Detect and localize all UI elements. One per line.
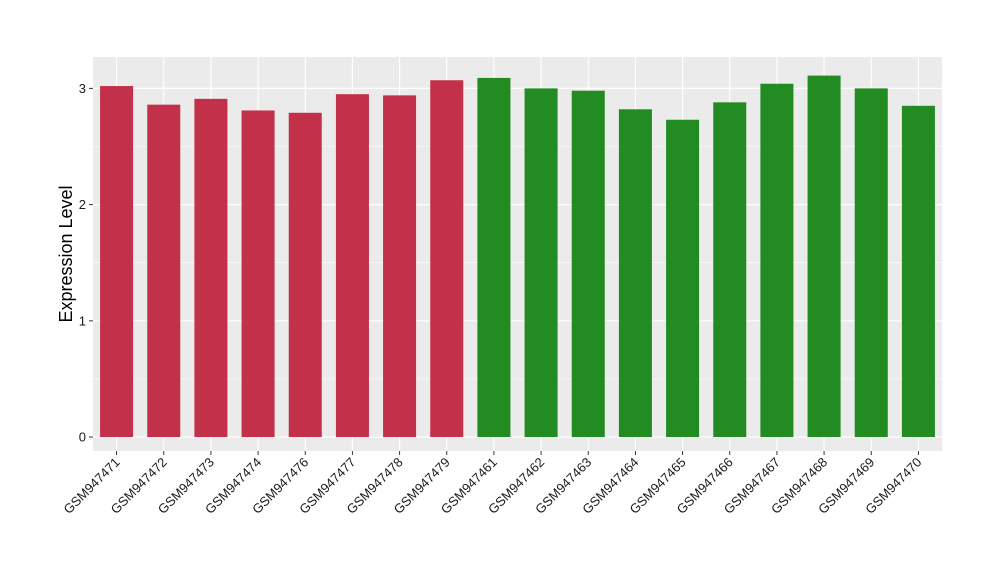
bar-gsm947465 — [666, 119, 700, 438]
plot-panel — [93, 57, 942, 451]
bar-gsm947462 — [524, 88, 558, 438]
bar-gsm947461 — [477, 77, 511, 438]
bar-gsm947467 — [760, 83, 794, 438]
bar-gsm947469 — [854, 88, 888, 438]
bar-gsm947470 — [901, 105, 935, 438]
bar-gsm947464 — [618, 109, 652, 438]
bar-gsm947466 — [713, 102, 747, 438]
bar-gsm947471 — [100, 86, 134, 438]
bar-gsm947478 — [383, 95, 417, 438]
y-axis: 0 1 2 3 — [79, 81, 93, 445]
y-tick-label: 0 — [79, 430, 86, 445]
bar-gsm947468 — [807, 75, 841, 438]
minor-gridlines — [93, 146, 942, 380]
y-axis-title: Expression Level — [56, 185, 76, 322]
y-tick-label: 2 — [79, 197, 86, 212]
bars — [100, 75, 935, 438]
bar-gsm947472 — [147, 104, 181, 438]
x-axis: GSM947471GSM947472GSM947473GSM947474GSM9… — [60, 451, 925, 517]
bar-gsm947473 — [194, 98, 228, 438]
bar-gsm947476 — [288, 112, 322, 438]
bar-gsm947474 — [241, 110, 275, 438]
bar-gsm947463 — [571, 90, 605, 438]
bar-gsm947479 — [430, 80, 464, 438]
y-tick-label: 1 — [79, 313, 86, 328]
bar-gsm947477 — [335, 94, 369, 438]
y-tick-label: 3 — [79, 81, 86, 96]
